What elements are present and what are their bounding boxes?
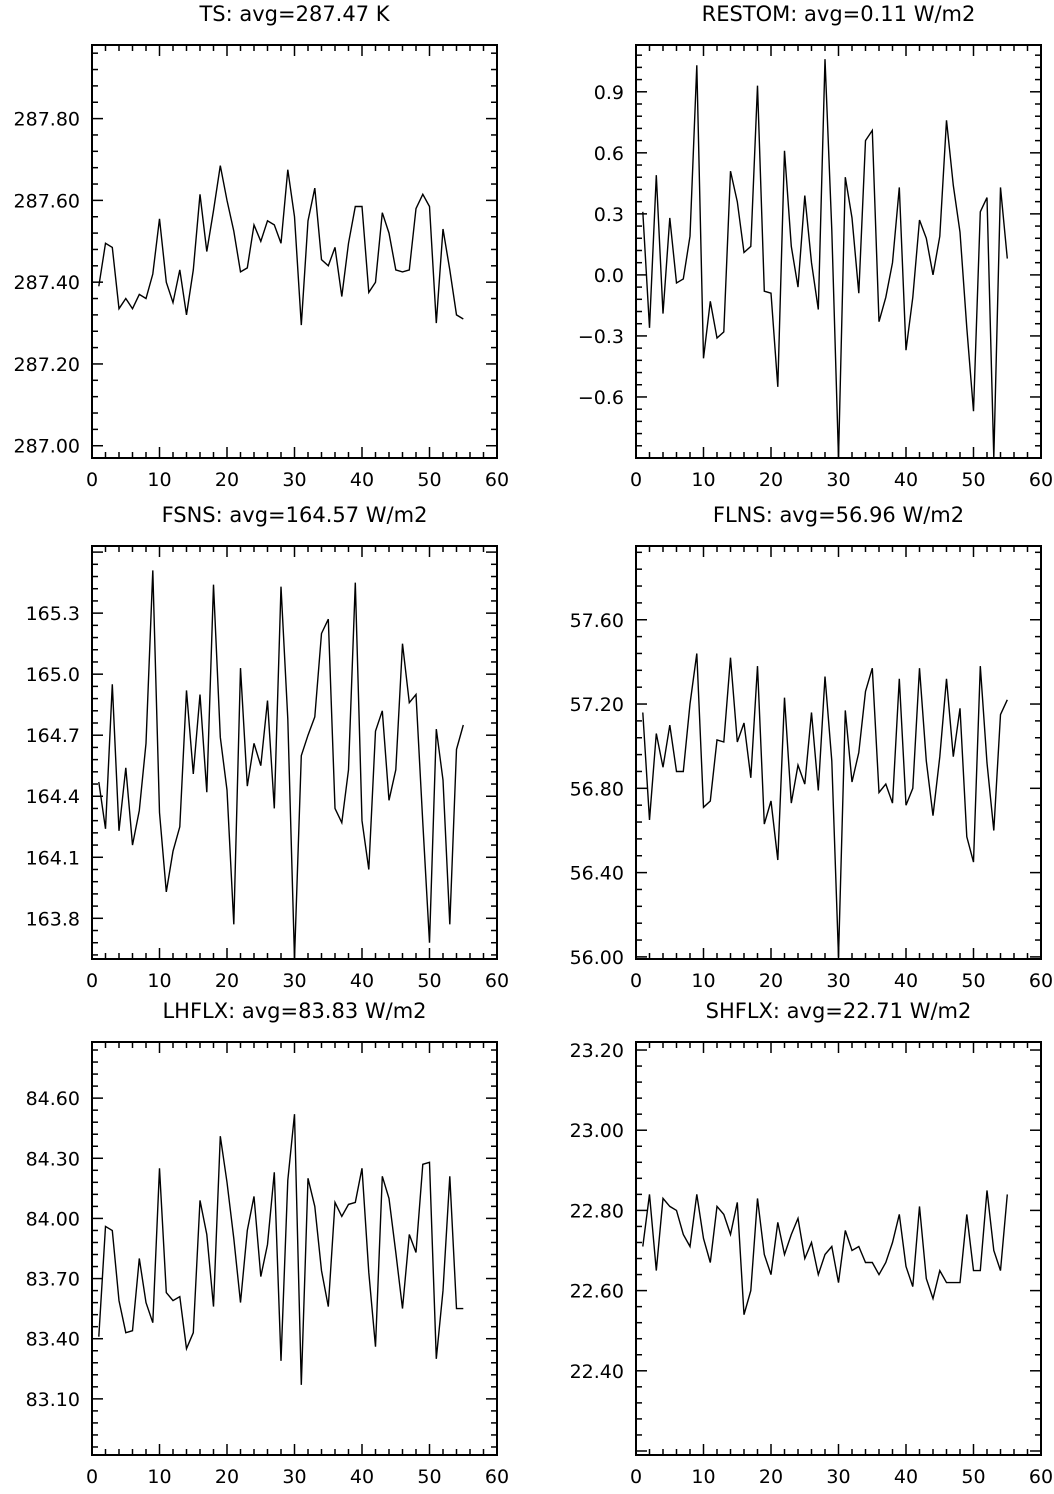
x-tick-label: 40 <box>894 970 918 992</box>
x-tick-label: 20 <box>759 970 783 992</box>
x-tick-label: 50 <box>961 469 985 491</box>
x-tick-label: 30 <box>826 469 850 491</box>
y-tick-label: 22.60 <box>570 1281 624 1303</box>
plot-frame <box>635 1041 1042 1456</box>
x-tick-label: 0 <box>630 1466 642 1488</box>
y-tick-label: 163.8 <box>26 908 80 930</box>
series-line <box>98 1114 464 1385</box>
y-tick-label: 83.40 <box>26 1329 80 1351</box>
y-tick-label: 84.60 <box>26 1088 80 1110</box>
y-tick-label: 287.60 <box>14 190 80 212</box>
y-tick-label: 0.9 <box>594 82 624 104</box>
x-tick-label: 20 <box>215 1466 239 1488</box>
chart-panel-1: TS: avg=287.47 K 0 10 20 30 40 50 60 287.00 287.2… <box>14 2 510 491</box>
x-tick-label: 20 <box>759 469 783 491</box>
y-tick-label: 287.20 <box>14 354 80 376</box>
y-tick-label: 83.70 <box>26 1269 80 1291</box>
x-tick-label: 10 <box>147 469 171 491</box>
x-tick-label: 50 <box>961 1466 985 1488</box>
y-tick-label: 84.30 <box>26 1148 80 1170</box>
y-tick-label: 56.40 <box>570 863 624 885</box>
y-tick-label: 0.6 <box>594 143 624 165</box>
x-tick-label: 20 <box>215 469 239 491</box>
x-tick-label: 40 <box>350 970 374 992</box>
y-tick-label: 287.80 <box>14 109 80 131</box>
series-line <box>642 1190 1008 1315</box>
x-tick-label: 60 <box>1029 469 1053 491</box>
x-tick-label: 30 <box>826 970 850 992</box>
y-tick-label: 56.80 <box>570 778 624 800</box>
y-tick-label: 164.1 <box>26 847 80 869</box>
x-tick-label: 40 <box>894 1466 918 1488</box>
x-tick-label: 60 <box>485 970 509 992</box>
chart-title: FLNS: avg=56.96 W/m2 <box>713 503 964 527</box>
x-tick-label: 40 <box>350 1466 374 1488</box>
chart-title: FSNS: avg=164.57 W/m2 <box>162 503 428 527</box>
x-tick-label: 20 <box>759 1466 783 1488</box>
x-tick-label: 40 <box>350 469 374 491</box>
x-tick-label: 30 <box>282 1466 306 1488</box>
plot-frame <box>91 44 498 459</box>
y-tick-label: 165.0 <box>26 664 80 686</box>
y-tick-label: 0.3 <box>594 204 624 226</box>
x-tick-label: 10 <box>147 970 171 992</box>
plot-frame <box>91 1041 498 1456</box>
y-tick-label: 23.00 <box>570 1120 624 1142</box>
y-tick-label: 0.0 <box>594 265 624 287</box>
chart-panel-6: SHFLX: avg=22.71 W/m2 0 10 20 30 40 50 60 22.40 2… <box>570 999 1054 1488</box>
chart-title: RESTOM: avg=0.11 W/m2 <box>702 2 976 26</box>
x-tick-label: 60 <box>1029 970 1053 992</box>
x-tick-label: 10 <box>147 1466 171 1488</box>
series-line <box>642 59 1008 459</box>
chart-title: LHFLX: avg=83.83 W/m2 <box>162 999 426 1023</box>
y-tick-label: 22.40 <box>570 1361 624 1383</box>
x-tick-label: 50 <box>417 1466 441 1488</box>
x-tick-label: 40 <box>894 469 918 491</box>
x-tick-label: 0 <box>630 469 642 491</box>
y-tick-label: −0.3 <box>578 326 624 348</box>
x-tick-label: 0 <box>86 970 98 992</box>
y-tick-label: 287.00 <box>14 436 80 458</box>
chart-panel-3: FSNS: avg=164.57 W/m2 0 10 20 30 40 50 60 163.8 1… <box>26 503 510 992</box>
x-tick-label: 50 <box>417 469 441 491</box>
y-tick-label: 83.10 <box>26 1389 80 1411</box>
series-line <box>98 570 464 960</box>
x-tick-label: 10 <box>691 1466 715 1488</box>
chart-title: TS: avg=287.47 K <box>198 2 390 26</box>
plot-frame <box>635 44 1042 459</box>
y-tick-label: 84.00 <box>26 1208 80 1230</box>
y-tick-label: 56.00 <box>570 947 624 969</box>
x-tick-label: 30 <box>282 469 306 491</box>
y-tick-label: 287.40 <box>14 272 80 294</box>
x-tick-label: 20 <box>215 970 239 992</box>
x-tick-label: 10 <box>691 469 715 491</box>
x-tick-label: 60 <box>485 1466 509 1488</box>
x-tick-label: 0 <box>630 970 642 992</box>
chart-panel-5: LHFLX: avg=83.83 W/m2 0 10 20 30 40 50 60 83.10 8… <box>26 999 510 1488</box>
y-tick-label: 164.4 <box>26 786 80 808</box>
x-tick-label: 50 <box>417 970 441 992</box>
x-tick-label: 0 <box>86 469 98 491</box>
x-tick-label: 30 <box>282 970 306 992</box>
y-tick-label: −0.6 <box>578 387 624 409</box>
chart-title: SHFLX: avg=22.71 W/m2 <box>706 999 972 1023</box>
series-line <box>98 165 464 326</box>
x-tick-label: 60 <box>1029 1466 1053 1488</box>
x-tick-label: 30 <box>826 1466 850 1488</box>
plot-frame <box>635 545 1042 960</box>
x-tick-label: 0 <box>86 1466 98 1488</box>
series-line <box>642 653 1008 957</box>
y-tick-label: 57.20 <box>570 694 624 716</box>
x-tick-label: 10 <box>691 970 715 992</box>
x-tick-label: 60 <box>485 469 509 491</box>
y-tick-label: 164.7 <box>26 725 80 747</box>
y-tick-label: 57.60 <box>570 610 624 632</box>
y-tick-label: 22.80 <box>570 1200 624 1222</box>
chart-panel-4: FLNS: avg=56.96 W/m2 0 10 20 30 40 50 60 56.00 56… <box>570 503 1054 992</box>
x-tick-label: 50 <box>961 970 985 992</box>
y-tick-label: 23.20 <box>570 1040 624 1062</box>
y-tick-label: 165.3 <box>26 603 80 625</box>
chart-panel-2: RESTOM: avg=0.11 W/m2 0 10 20 30 40 50 60 −0.6 −0… <box>578 2 1053 491</box>
